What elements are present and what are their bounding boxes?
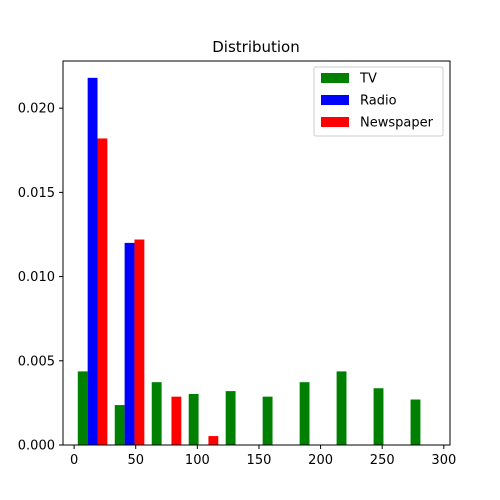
bar-tv-bin-1 — [114, 405, 125, 445]
x-tick-label: 300 — [431, 453, 456, 468]
x-tick-label: 100 — [185, 453, 210, 468]
bar-tv-bin-0 — [77, 371, 88, 445]
legend-label-radio: Radio — [360, 94, 397, 109]
x-tick-label: 50 — [127, 453, 144, 468]
x-tick-label: 200 — [308, 453, 333, 468]
legend-swatch-radio — [321, 95, 349, 105]
bar-radio-bin-1 — [124, 242, 135, 445]
y-tick-label: 0.015 — [18, 186, 55, 201]
bar-tv-bin-4 — [225, 391, 236, 445]
legend-swatch-tv — [321, 73, 349, 83]
bar-tv-bin-6 — [299, 382, 310, 445]
legend-swatch-newspaper — [321, 117, 349, 127]
y-tick-label: 0.010 — [18, 270, 55, 285]
x-tick-label: 0 — [70, 453, 78, 468]
legend-label-tv: TV — [359, 72, 377, 87]
bar-newspaper-bin-0 — [97, 138, 108, 445]
y-axis: 0.000 0.005 0.010 0.015 0.020 — [18, 102, 63, 454]
y-tick-label: 0.020 — [18, 102, 55, 117]
bar-tv-bin-3 — [188, 393, 199, 445]
x-tick-label: 150 — [247, 453, 272, 468]
y-tick-label: 0.000 — [18, 439, 55, 454]
legend-label-newspaper: Newspaper — [360, 116, 434, 131]
bar-tv-bin-5 — [262, 396, 273, 445]
x-axis: 0 50 100 150 200 250 300 — [70, 445, 456, 468]
bar-tv-bin-9 — [410, 399, 421, 445]
bars-group — [77, 77, 421, 445]
bar-newspaper-bin-1 — [134, 239, 145, 445]
plot-frame — [62, 60, 451, 446]
legend: TV Radio Newspaper — [313, 66, 444, 137]
chart-title: Distribution — [212, 38, 300, 56]
bar-tv-bin-2 — [151, 382, 162, 445]
y-tick-label: 0.005 — [18, 354, 55, 369]
bar-newspaper-bin-2 — [171, 396, 182, 445]
bar-tv-bin-7 — [336, 371, 347, 445]
bar-newspaper-bin-3 — [208, 436, 219, 445]
bar-tv-bin-8 — [373, 388, 384, 445]
bar-radio-bin-0 — [87, 77, 98, 445]
x-tick-label: 250 — [370, 453, 395, 468]
